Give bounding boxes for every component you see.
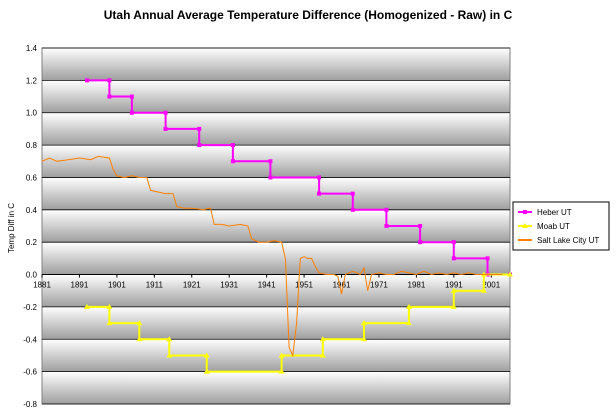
series-line-1 — [86, 79, 510, 276]
series-line-2 — [86, 273, 510, 373]
y-axis-ticks: 1.4 1.2 1.0 0.8 0.6 0.4 0.2 0.0 -0.2 -0.4 -0.6 -0.8 — [23, 44, 37, 409]
data-point — [84, 78, 89, 83]
data-point — [384, 224, 389, 228]
legend: Heber UT Moab UT Salt Lake City UT — [512, 201, 610, 251]
legend-label: Moab UT — [537, 222, 570, 231]
plot-band — [42, 339, 510, 372]
plot-band — [42, 112, 510, 146]
x-tick-label: 1941 — [258, 281, 276, 290]
y-tick-label: 1.0 — [26, 109, 38, 118]
x-tick-label: 2001 — [482, 281, 500, 290]
data-point — [197, 143, 202, 148]
data-point — [450, 303, 457, 309]
x-tick-label: 1961 — [333, 281, 351, 290]
y-axis-label: Temp Diff in C — [7, 203, 16, 253]
data-point — [203, 352, 210, 358]
x-tick-label: 1921 — [183, 281, 201, 290]
data-point — [405, 320, 412, 326]
y-tick-label: 0.6 — [26, 173, 38, 182]
data-point — [268, 175, 273, 180]
data-point — [278, 352, 285, 358]
x-tick-label: 1931 — [220, 281, 238, 290]
data-point — [480, 287, 487, 293]
data-point — [360, 320, 367, 326]
data-point — [317, 175, 322, 180]
y-tick-label: 0.4 — [26, 206, 38, 215]
legend-label: Salt Lake City UT — [537, 236, 599, 245]
data-point — [507, 271, 513, 277]
y-tick-label: 0.8 — [26, 141, 38, 150]
data-point — [166, 336, 173, 342]
x-tick-label: 1911 — [146, 281, 164, 290]
data-point — [451, 256, 456, 261]
legend-label: Heber UT — [537, 208, 572, 217]
y-tick-label: 0.0 — [26, 271, 38, 280]
data-point — [418, 240, 423, 245]
y-tick-label: -0.2 — [23, 303, 37, 312]
plot-band — [42, 242, 510, 275]
plot-area — [41, 47, 511, 405]
data-point — [350, 207, 355, 212]
plot-band — [42, 274, 510, 307]
data-point — [319, 336, 326, 342]
data-point — [166, 352, 173, 358]
y-tick-label: -0.8 — [23, 400, 37, 409]
data-point — [107, 94, 112, 99]
data-point — [418, 224, 423, 228]
data-point — [317, 191, 322, 196]
data-point — [350, 191, 355, 196]
y-tick-label: -0.6 — [23, 368, 37, 377]
y-tick-label: 0.2 — [26, 238, 38, 247]
x-tick-label: 1891 — [71, 281, 89, 290]
data-point — [360, 336, 367, 342]
x-tick-label: 1981 — [408, 281, 426, 290]
data-point — [129, 94, 134, 99]
legend-marker — [523, 210, 527, 214]
data-point — [163, 126, 168, 131]
data-point — [319, 352, 326, 358]
x-tick-label: 1881 — [33, 281, 51, 290]
data-point — [197, 126, 202, 131]
data-point — [129, 110, 134, 115]
plot-band — [42, 371, 510, 404]
x-tick-label: 1991 — [445, 281, 463, 290]
x-tick-label: 1901 — [108, 281, 126, 290]
data-point — [203, 368, 210, 374]
data-point — [163, 110, 168, 115]
data-point — [485, 256, 490, 261]
data-point — [384, 207, 389, 212]
data-point — [136, 320, 143, 326]
series-lines — [41, 78, 513, 374]
plot-band — [42, 177, 510, 210]
data-point — [106, 320, 113, 326]
x-tick-label: 1971 — [370, 281, 388, 290]
data-point — [405, 303, 412, 309]
y-tick-label: -0.4 — [23, 335, 37, 344]
y-tick-label: 1.4 — [26, 44, 38, 53]
data-point — [107, 78, 112, 83]
plot-band — [42, 145, 510, 178]
chart-title: Utah Annual Average Temperature Differen… — [104, 8, 513, 22]
data-point — [136, 336, 143, 342]
legend-marker — [522, 223, 528, 228]
data-point — [230, 159, 235, 164]
x-tick-label: 1951 — [295, 281, 313, 290]
data-point — [83, 303, 90, 309]
y-tick-label: 1.2 — [26, 76, 38, 85]
data-point — [278, 368, 285, 374]
data-point — [230, 143, 235, 148]
data-point — [451, 240, 456, 245]
series-line-3 — [41, 155, 503, 358]
x-axis-ticks: 1881 1891 1901 1911 1921 1931 1941 1951 1961 1971… — [33, 274, 501, 290]
plot-band — [42, 209, 510, 243]
plot-band — [42, 48, 510, 81]
data-point — [106, 303, 113, 309]
data-point — [450, 287, 457, 293]
data-point — [268, 159, 273, 164]
